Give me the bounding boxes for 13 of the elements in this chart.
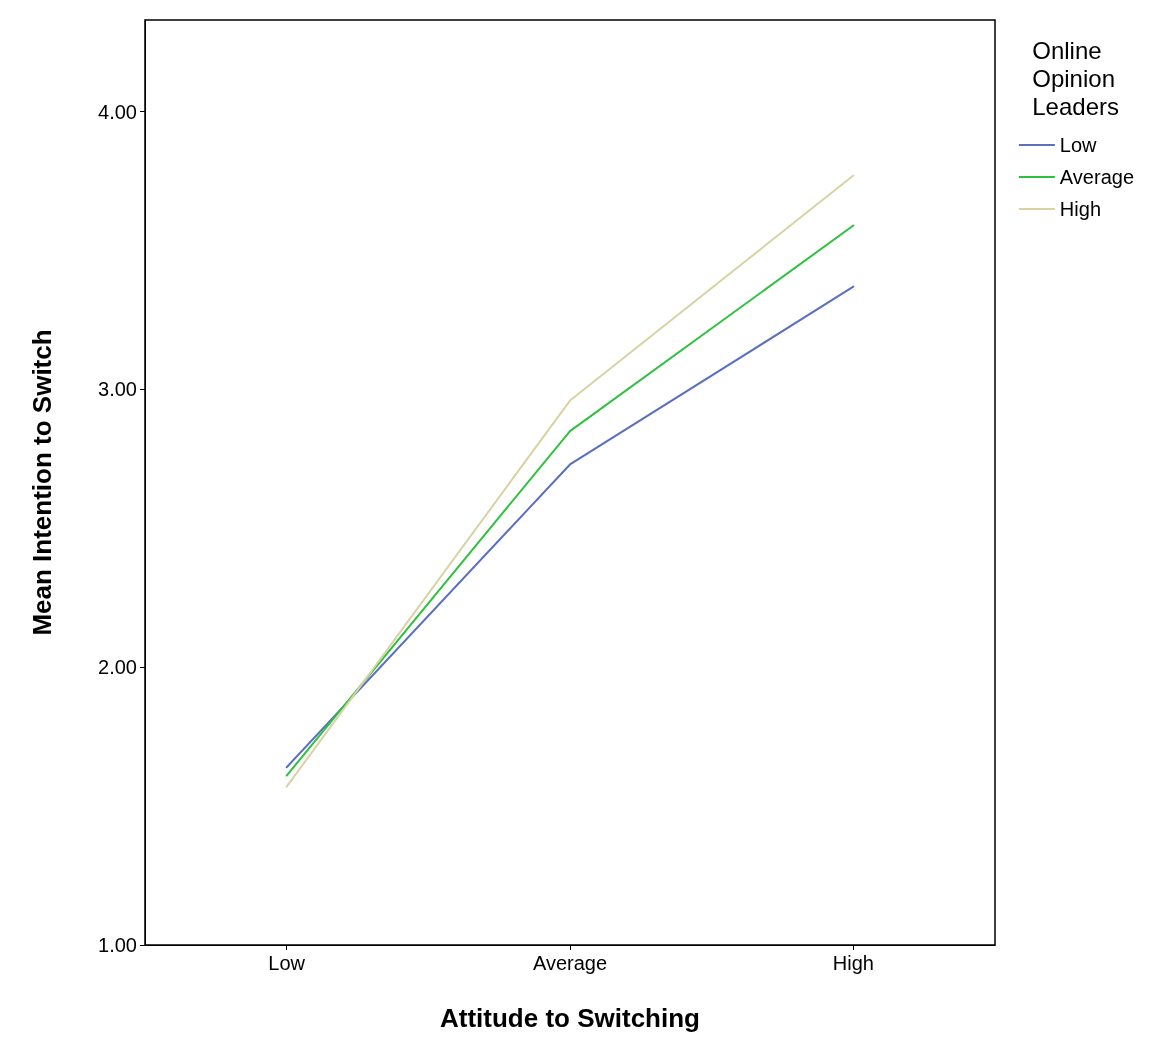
y-tick-label: 2.00 (98, 656, 137, 679)
legend-label: Low (1059, 134, 1098, 156)
legend-label: Average (1059, 166, 1135, 188)
legend-title: Online Opinion Leaders (1032, 36, 1119, 120)
x-tick-label: Average (532, 952, 608, 974)
legend-label: High (1059, 198, 1102, 220)
y-tick-label: 3.00 (98, 378, 137, 401)
y-tick-label: 1.00 (98, 934, 137, 956)
y-tick-label: 4.00 (98, 100, 137, 123)
x-tick-label: High (832, 952, 874, 974)
y-axis-title: Mean Intention to Switch (27, 329, 57, 636)
x-tick-label: Low (268, 952, 306, 974)
x-axis-title: Attitude to Switching (440, 1003, 700, 1033)
